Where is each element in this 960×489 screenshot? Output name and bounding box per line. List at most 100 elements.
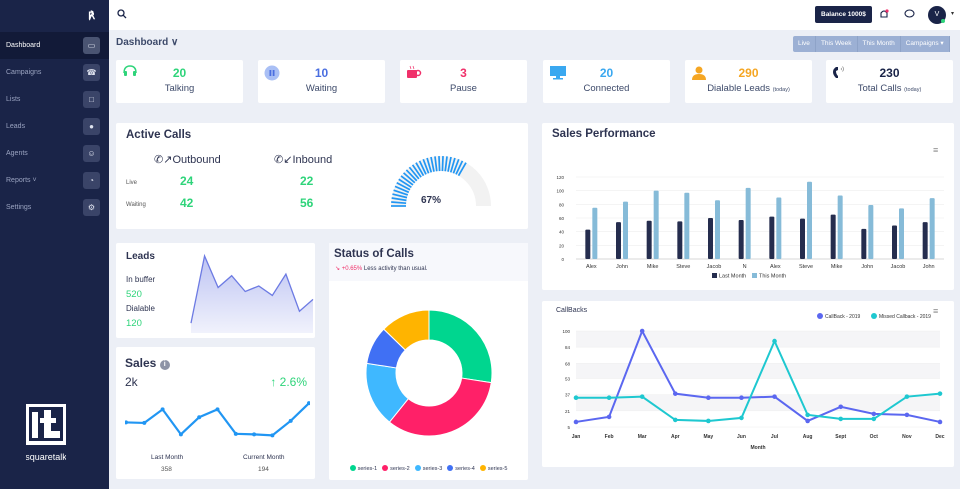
inbound-heading: ✆↙Inbound	[274, 154, 333, 166]
bar-this-month[interactable]	[592, 207, 598, 259]
line-point[interactable]	[706, 395, 711, 400]
status-calls-card: Status of Calls ↘ +0.65% Less activity t…	[329, 243, 528, 480]
bell-icon[interactable]	[879, 9, 889, 20]
legend-item-series-5[interactable]: series-5	[479, 465, 507, 472]
donut-slice-series-5[interactable]	[383, 309, 430, 351]
y-tick-label: 21	[565, 409, 571, 414]
sidebar-item-dashboard[interactable]: Dashboard ▭	[0, 32, 109, 59]
line-point[interactable]	[871, 416, 877, 422]
legend-item[interactable]: CallBack - 2019	[825, 314, 861, 320]
stat-value: 10	[314, 66, 329, 80]
sales-value: 2k	[125, 375, 138, 389]
bar-this-month[interactable]	[807, 181, 812, 259]
donut-slice-series-2[interactable]	[388, 377, 492, 437]
chevron-down-icon[interactable]: ▾	[951, 11, 955, 17]
bar-this-month[interactable]	[837, 195, 843, 259]
bar-last-month[interactable]	[708, 218, 713, 259]
bar-last-month[interactable]	[646, 220, 652, 259]
line-point[interactable]	[805, 418, 810, 424]
chart-menu-icon[interactable]: ≡	[933, 145, 939, 155]
page-title[interactable]: Dashboard ∨	[116, 37, 179, 48]
line-point[interactable]	[639, 394, 645, 399]
line-point[interactable]	[871, 411, 877, 417]
line-point[interactable]	[904, 412, 910, 418]
chart-menu-icon[interactable]: ≡	[933, 306, 939, 316]
x-axis-title: Month	[751, 445, 766, 451]
legend-item[interactable]: Last Month	[719, 274, 746, 280]
phone-icon: ☎	[83, 64, 100, 81]
line-point[interactable]	[672, 391, 678, 396]
bar-this-month[interactable]	[776, 197, 782, 260]
sidebar-item-lists[interactable]: Lists □	[0, 86, 109, 113]
bar-this-month[interactable]	[899, 208, 904, 259]
legend-item-series-1[interactable]: series-1	[349, 465, 377, 472]
bar-this-month[interactable]	[684, 192, 690, 259]
sidebar-item-agents[interactable]: Agents ☺	[0, 140, 109, 167]
bar-this-month[interactable]	[653, 190, 659, 259]
bar-last-month[interactable]	[738, 220, 744, 259]
info-icon[interactable]: i	[159, 360, 170, 370]
donut-slice-series-1[interactable]	[428, 309, 493, 384]
collapse-icon[interactable]: ℟	[88, 10, 95, 22]
line-point[interactable]	[606, 414, 612, 420]
bar-this-month[interactable]	[745, 187, 751, 259]
bar-last-month[interactable]	[830, 214, 836, 259]
line-point[interactable]	[739, 415, 744, 421]
legend-item-series-4[interactable]: series-4	[447, 465, 475, 472]
line-point[interactable]	[772, 394, 777, 399]
sidebar-item-reports[interactable]: Reports ˅ ◔	[0, 167, 109, 194]
bar-this-month[interactable]	[868, 205, 874, 259]
search-icon[interactable]	[117, 9, 127, 19]
filter-this-month[interactable]: This Month	[858, 36, 901, 52]
bar-this-month[interactable]	[929, 198, 935, 259]
sidebar-item-campaigns[interactable]: Campaigns ☎	[0, 59, 109, 86]
sales-sparkline	[125, 401, 310, 438]
legend-item-series-2[interactable]: series-2	[382, 465, 410, 472]
x-tick-label: May	[703, 434, 713, 440]
line-point[interactable]	[805, 412, 810, 418]
legend-item-series-3[interactable]: series-3	[414, 465, 442, 472]
bar-last-month[interactable]	[861, 228, 867, 259]
pie-icon: ◔	[83, 172, 100, 189]
line-point[interactable]	[606, 395, 612, 400]
bar-last-month[interactable]	[616, 222, 621, 259]
sidebar-item-settings[interactable]: Settings ⚙	[0, 194, 109, 221]
chat-icon[interactable]	[904, 9, 915, 19]
sidebar-item-label: Settings	[6, 204, 32, 211]
waiting-label: Waiting	[126, 202, 146, 208]
y-tick-label: 120	[556, 175, 564, 180]
line-point[interactable]	[739, 395, 744, 400]
balance-button[interactable]: Balance 1000$	[815, 6, 872, 23]
legend-marker	[447, 465, 454, 471]
filter-live[interactable]: Live	[793, 36, 816, 52]
line-point[interactable]	[573, 419, 579, 425]
bar-this-month[interactable]	[715, 200, 720, 259]
line-point[interactable]	[904, 394, 910, 399]
filter-this-week[interactable]: This Week	[816, 36, 858, 52]
line-point[interactable]	[838, 404, 844, 410]
line-point[interactable]	[639, 328, 645, 334]
active-calls-card: Active Calls ✆↗Outbound ✆↙Inbound Live W…	[116, 123, 528, 229]
line-point[interactable]	[937, 419, 943, 425]
sparkline-point	[288, 418, 293, 423]
bar-last-month[interactable]	[769, 216, 775, 259]
stat-card-total-calls: 230 Total Calls (today)	[826, 60, 953, 103]
bar-last-month[interactable]	[800, 218, 805, 259]
bar-last-month[interactable]	[585, 229, 591, 259]
sidebar-item-label: Dashboard	[6, 42, 41, 49]
line-point[interactable]	[838, 416, 844, 422]
line-point[interactable]	[937, 391, 943, 396]
bar-last-month[interactable]	[922, 222, 928, 259]
line-point[interactable]	[672, 417, 678, 423]
filter-campaigns[interactable]: Campaigns ▾	[901, 36, 950, 52]
line-point[interactable]	[706, 418, 711, 424]
bar-this-month[interactable]	[623, 201, 628, 259]
sidebar-item-leads[interactable]: Leads ●	[0, 113, 109, 140]
bar-last-month[interactable]	[677, 221, 683, 259]
legend-item[interactable]: Missed Callback - 2019	[879, 314, 931, 320]
bar-last-month[interactable]	[892, 225, 897, 259]
line-point[interactable]	[573, 395, 579, 400]
sidebar-item-label: Lists	[6, 96, 21, 103]
line-point[interactable]	[772, 338, 777, 344]
legend-item[interactable]: This Month	[759, 274, 786, 280]
